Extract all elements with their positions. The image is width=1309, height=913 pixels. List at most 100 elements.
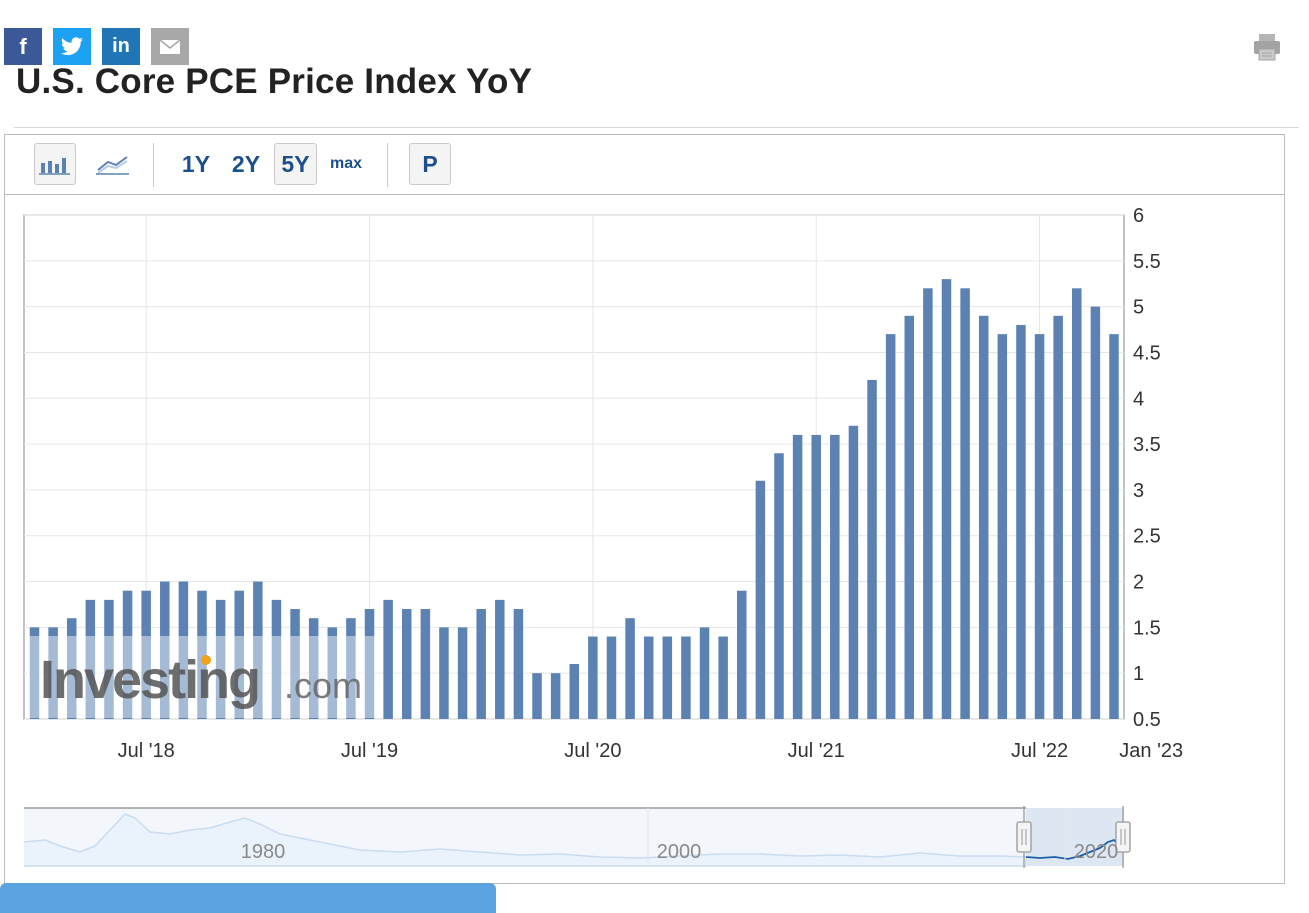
p-button[interactable]: P — [409, 143, 451, 185]
title-divider — [14, 127, 1299, 128]
bar — [401, 609, 412, 719]
bar — [234, 590, 244, 719]
bar — [792, 434, 803, 719]
y-tick-label: 0.5 — [1133, 709, 1161, 731]
y-tick-label: 2.5 — [1133, 526, 1161, 548]
bar — [253, 581, 263, 719]
bottom-banner[interactable] — [0, 883, 496, 913]
bar — [718, 636, 728, 719]
y-tick-label: 5.5 — [1133, 251, 1161, 273]
print-button[interactable] — [1250, 30, 1284, 64]
x-tick-label: Jul '21 — [788, 740, 845, 762]
x-tick-label: Jul '20 — [564, 740, 621, 762]
bar — [848, 425, 859, 719]
bar — [885, 334, 896, 719]
bar — [327, 627, 338, 719]
navigator-handle[interactable] — [1016, 821, 1032, 853]
bar — [737, 590, 747, 719]
toolbar-separator — [153, 143, 154, 187]
line-chart-icon — [96, 156, 129, 175]
watermark-suffix: .com — [284, 665, 362, 706]
bar — [755, 480, 766, 719]
navigator-label: 2020 — [1074, 841, 1119, 863]
bar — [66, 618, 77, 719]
bar — [960, 288, 970, 719]
bar — [643, 636, 654, 719]
toolbar-divider — [4, 194, 1285, 195]
bar — [141, 590, 151, 719]
facebook-icon: f — [19, 33, 27, 59]
bar — [1090, 306, 1101, 719]
bar — [774, 453, 784, 719]
facebook-share-button[interactable]: f — [4, 28, 42, 65]
y-tick-label: 1.5 — [1133, 617, 1161, 639]
bar — [569, 664, 579, 719]
bar-chart-icon — [39, 158, 70, 175]
bar — [271, 599, 282, 719]
navigator-label: 2000 — [657, 841, 702, 863]
bar — [550, 673, 561, 719]
line-chart-button[interactable] — [92, 143, 134, 185]
y-tick-label: 2 — [1133, 572, 1144, 594]
range-1y-button[interactable]: 1Y — [181, 150, 211, 177]
bar — [588, 636, 598, 719]
bar — [48, 627, 58, 719]
y-tick-label: 6 — [1133, 205, 1144, 227]
toolbar-separator — [387, 143, 388, 187]
bar — [29, 627, 40, 719]
y-tick-label: 1 — [1133, 663, 1144, 685]
linkedin-share-button[interactable]: in — [102, 28, 140, 65]
bar — [606, 636, 617, 719]
watermark-backdrop — [26, 636, 376, 718]
watermark-dot — [201, 655, 211, 665]
chart-panel — [4, 134, 1285, 884]
plot-area — [23, 214, 1125, 720]
bar — [197, 590, 207, 719]
navigator-handle[interactable] — [1115, 821, 1131, 853]
bar — [1034, 334, 1045, 719]
bar — [978, 315, 989, 719]
bar — [1109, 334, 1119, 719]
x-tick-label: Jul '19 — [341, 740, 398, 762]
y-tick-label: 3.5 — [1133, 434, 1161, 456]
bar — [104, 599, 114, 719]
bar — [383, 599, 393, 719]
y-tick-label: 4 — [1133, 388, 1144, 410]
navigator-selected-series — [1025, 838, 1123, 860]
bar — [513, 609, 524, 719]
bar — [1053, 315, 1063, 719]
bar — [1072, 288, 1082, 719]
y-tick-label: 3 — [1133, 480, 1144, 502]
twitter-share-button[interactable] — [53, 28, 91, 65]
range-5y-button[interactable]: 5Y — [274, 143, 317, 185]
range-2y-button[interactable]: 2Y — [231, 150, 261, 177]
x-tick-label: Jul '18 — [118, 740, 175, 762]
y-tick-label: 5 — [1133, 297, 1144, 319]
navigator-series — [23, 813, 1027, 867]
printer-icon — [1254, 34, 1280, 61]
bar — [811, 434, 821, 719]
bar-chart-button[interactable] — [34, 143, 76, 185]
bar — [476, 609, 486, 719]
bar — [420, 609, 431, 719]
bar — [867, 379, 877, 719]
bar — [699, 627, 710, 719]
x-tick-label: Jul '22 — [1011, 740, 1068, 762]
bar — [681, 636, 691, 719]
bar — [122, 590, 133, 719]
bar — [215, 599, 226, 719]
bar — [1016, 324, 1026, 719]
linkedin-icon: in — [112, 35, 130, 57]
bar — [457, 627, 468, 719]
bar — [532, 673, 542, 719]
bar — [439, 627, 449, 719]
range-max-button[interactable]: max — [329, 155, 363, 172]
bar — [85, 599, 96, 719]
bar — [364, 609, 375, 719]
bar — [830, 434, 840, 719]
email-share-button[interactable] — [151, 28, 189, 65]
bar — [346, 618, 356, 719]
bar — [178, 581, 189, 719]
twitter-icon — [60, 36, 84, 57]
